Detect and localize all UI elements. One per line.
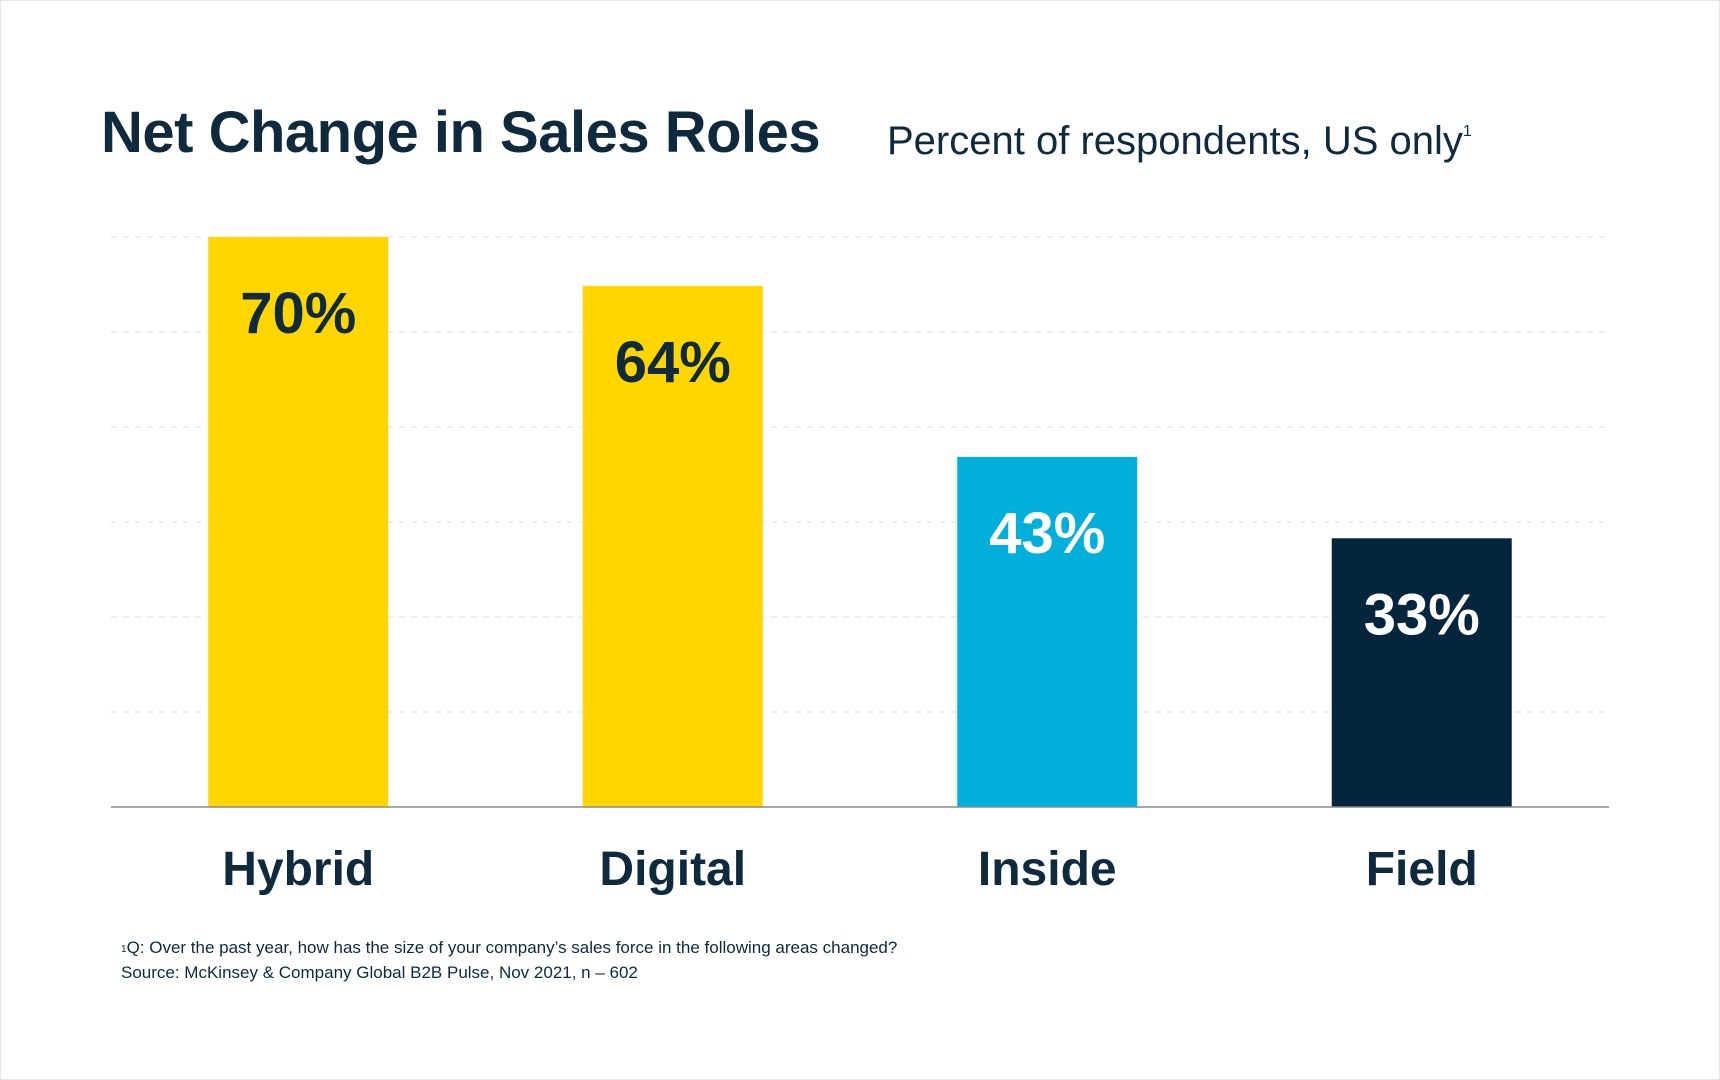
footnote: 1Q: Over the past year, how has the size… xyxy=(121,935,897,985)
data-label-digital: 64% xyxy=(615,330,731,395)
category-label-inside: Inside xyxy=(978,843,1117,896)
data-label-hybrid: 70% xyxy=(240,281,356,346)
chart-title: Net Change in Sales Roles xyxy=(101,100,821,165)
data-label-field: 33% xyxy=(1364,582,1480,647)
footnote-question: Q: Over the past year, how has the size … xyxy=(126,938,898,957)
footnote-marker: 1 xyxy=(121,944,127,955)
category-label-field: Field xyxy=(1366,843,1478,896)
bar-hybrid xyxy=(208,237,389,807)
data-label-inside: 43% xyxy=(989,501,1105,566)
bar-inside xyxy=(957,456,1138,807)
bar-digital xyxy=(582,285,763,807)
bar-field xyxy=(1331,538,1512,807)
category-label-hybrid: Hybrid xyxy=(222,843,374,896)
category-label-digital: Digital xyxy=(599,843,746,896)
chart-subtitle-text: Percent of respondents, US only xyxy=(887,119,1463,163)
footnote-source: Source: McKinsey & Company Global B2B Pu… xyxy=(121,963,638,982)
subtitle-footnote-marker: 1 xyxy=(1462,123,1472,140)
footnote-question-line: 1Q: Over the past year, how has the size… xyxy=(121,935,897,960)
chart-subtitle: Percent of respondents, US only1 xyxy=(887,119,1472,164)
